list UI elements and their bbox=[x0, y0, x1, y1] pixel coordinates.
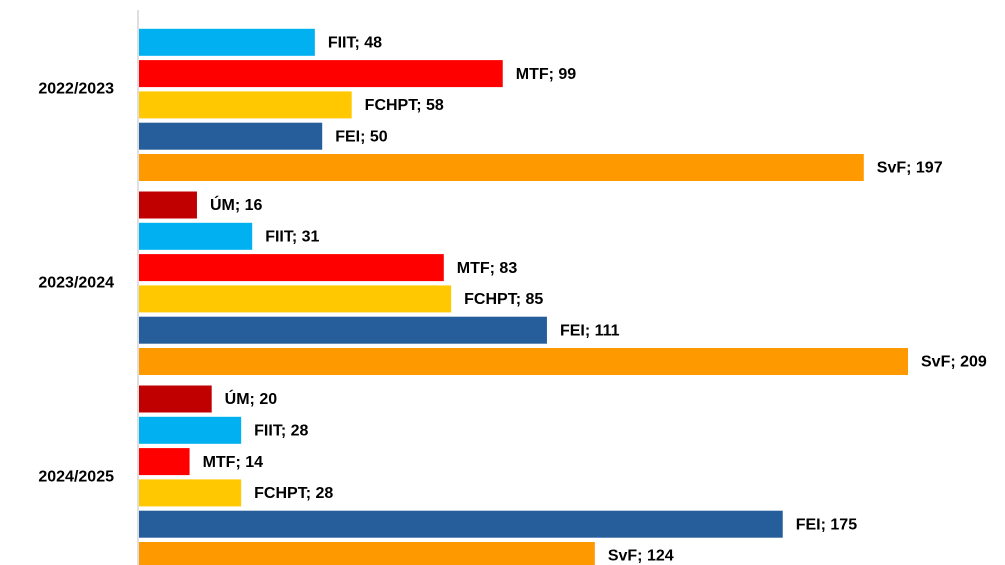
bar bbox=[139, 28, 315, 56]
bar bbox=[139, 154, 864, 181]
bar bbox=[139, 542, 595, 565]
data-label: MTF; 99 bbox=[516, 66, 577, 83]
bar bbox=[139, 191, 197, 219]
bar bbox=[139, 60, 503, 88]
data-label: ÚM; 20 bbox=[225, 389, 278, 408]
data-label: ÚM; 16 bbox=[210, 195, 263, 214]
data-label: MTF; 83 bbox=[457, 260, 518, 277]
category-label: 2023/2024 bbox=[38, 274, 114, 291]
data-label: MTF; 14 bbox=[203, 454, 264, 471]
data-label: FCHPT; 58 bbox=[365, 97, 444, 114]
bar bbox=[139, 416, 242, 444]
bar bbox=[139, 448, 190, 476]
category-label: 2022/2023 bbox=[38, 80, 114, 97]
bar bbox=[139, 254, 444, 282]
bar bbox=[139, 479, 242, 507]
data-label: FEI; 50 bbox=[335, 128, 388, 145]
bar bbox=[139, 316, 547, 344]
bar bbox=[139, 348, 908, 375]
data-label: FEI; 111 bbox=[560, 322, 620, 339]
bar bbox=[139, 510, 783, 538]
data-label: FIIT; 28 bbox=[254, 423, 308, 440]
data-label: FCHPT; 85 bbox=[464, 291, 543, 308]
data-label: FIIT; 48 bbox=[328, 35, 382, 52]
bar bbox=[139, 285, 452, 313]
data-label: FIIT; 31 bbox=[265, 229, 319, 246]
bar bbox=[139, 122, 323, 150]
data-label: SvF; 197 bbox=[877, 160, 943, 177]
data-label: SvF; 124 bbox=[608, 548, 674, 565]
bar bbox=[139, 385, 212, 413]
data-label: SvF; 209 bbox=[921, 354, 987, 371]
category-label: 2024/2025 bbox=[38, 468, 114, 485]
bar bbox=[139, 91, 352, 119]
bar bbox=[139, 222, 253, 250]
data-label: FEI; 175 bbox=[796, 516, 857, 533]
data-label: FCHPT; 28 bbox=[254, 485, 333, 502]
